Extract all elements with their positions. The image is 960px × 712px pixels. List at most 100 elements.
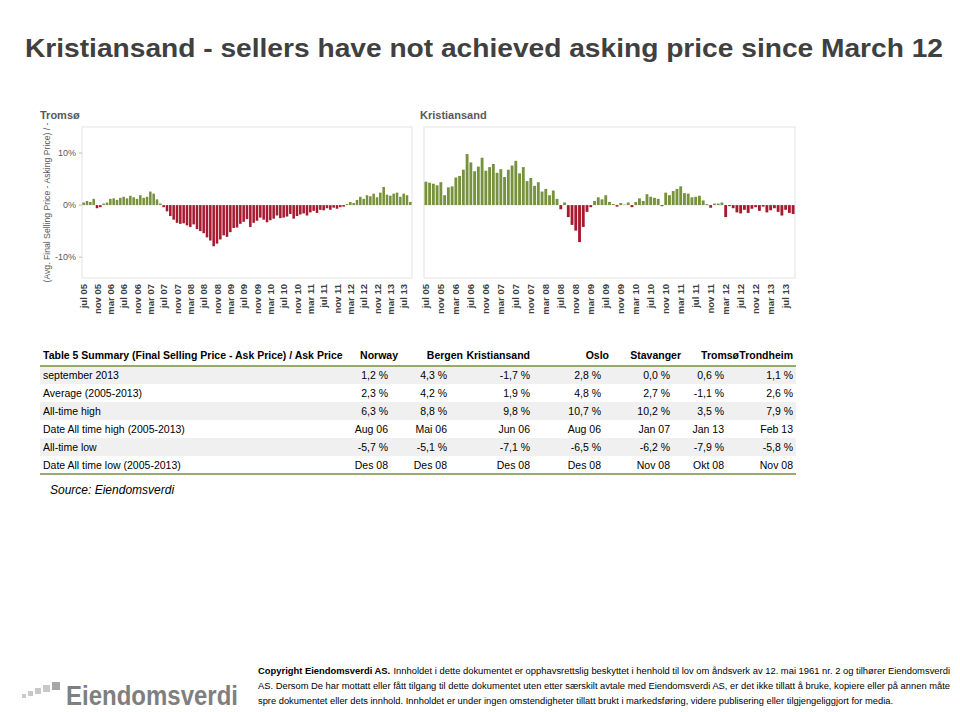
- x-tick-label: mar 10: [630, 284, 641, 315]
- logo: Eiendomsverdi: [66, 680, 238, 711]
- bar: [212, 205, 215, 246]
- bar: [269, 205, 272, 220]
- bar: [342, 205, 345, 207]
- bar: [82, 203, 85, 206]
- bar: [709, 205, 712, 208]
- x-tick-label: jul 10: [645, 284, 656, 309]
- bar: [399, 197, 402, 205]
- bar: [765, 205, 768, 212]
- bar: [743, 205, 746, 210]
- bar: [122, 197, 125, 205]
- bar: [96, 205, 99, 208]
- bar: [389, 196, 392, 205]
- bar: [769, 205, 772, 210]
- row-label: All-time low: [43, 441, 97, 453]
- bar: [92, 199, 95, 205]
- x-tick-label: jul 06: [465, 284, 476, 309]
- bar: [272, 205, 275, 219]
- bar: [299, 205, 302, 214]
- bar: [356, 200, 359, 205]
- x-tick-label: jul 09: [238, 284, 249, 309]
- bar: [249, 205, 252, 227]
- x-tick-label: nov 09: [252, 284, 263, 314]
- table-title: Table 5 Summary (Final Selling Price - A…: [43, 349, 343, 361]
- column-header: Stavanger: [630, 349, 681, 361]
- x-tick-label: nov 08: [212, 284, 223, 314]
- x-tick-label: jul 08: [198, 284, 209, 309]
- bar: [376, 197, 379, 205]
- bar: [346, 204, 349, 205]
- bar: [758, 205, 761, 211]
- bar: [544, 189, 547, 205]
- x-tick-label: mar 11: [675, 283, 686, 314]
- table-cell: 4,8 %: [574, 387, 601, 399]
- row-band: [40, 402, 796, 420]
- bar: [777, 205, 780, 212]
- table-cell: Nov 08: [760, 459, 793, 471]
- bar: [436, 185, 439, 205]
- bar: [189, 205, 192, 227]
- bar: [276, 205, 279, 215]
- bar: [447, 187, 450, 205]
- bar: [717, 204, 720, 206]
- table-cell: 1,1 %: [766, 369, 793, 381]
- bar: [721, 203, 724, 206]
- bar: [514, 161, 517, 205]
- y-tick-label: 10%: [58, 148, 76, 158]
- bar: [683, 193, 686, 205]
- bar: [119, 198, 122, 205]
- table-cell: 2,6 %: [766, 387, 793, 399]
- bar: [754, 205, 757, 207]
- bar: [266, 205, 269, 222]
- table-cell: 10,7 %: [568, 405, 601, 417]
- x-tick-label: jul 05: [420, 283, 431, 309]
- copyright-text: spre dokumentet eller dets innhold. Innh…: [258, 696, 893, 706]
- x-tick-label: nov 09: [615, 284, 626, 314]
- bar: [473, 171, 476, 205]
- bar: [179, 205, 182, 224]
- bar: [713, 204, 716, 206]
- bar: [382, 187, 385, 205]
- x-tick-label: nov 06: [132, 284, 143, 314]
- bar: [548, 195, 551, 205]
- table-rule: [40, 365, 796, 367]
- x-tick-label: nov 12: [750, 284, 761, 314]
- copyright-lead: Copyright Eiendomsverdi AS.: [258, 666, 390, 676]
- y-tick: [79, 257, 82, 258]
- bar: [567, 205, 570, 217]
- bar: [533, 186, 536, 205]
- footer: Eiendomsverdi Copyright Eiendomsverdi AS.…: [22, 666, 950, 711]
- x-tick-label: mar 13: [765, 284, 776, 315]
- bar: [396, 193, 399, 205]
- bar: [706, 204, 709, 205]
- bar: [601, 199, 604, 205]
- logo-mark: [35, 688, 41, 694]
- column-header: Oslo: [586, 349, 609, 361]
- bar: [646, 194, 649, 205]
- x-tick-label: mar 08: [540, 284, 551, 315]
- bar: [309, 205, 312, 212]
- table-cell: -6,2 %: [640, 441, 670, 453]
- bar: [664, 193, 667, 205]
- bar: [597, 197, 600, 205]
- bar: [149, 192, 152, 206]
- bar: [469, 162, 472, 205]
- bar: [392, 194, 395, 205]
- bar: [679, 186, 682, 205]
- bar: [202, 205, 205, 233]
- table-cell: Nov 08: [637, 459, 670, 471]
- bar: [192, 205, 195, 224]
- table-cell: 0,0 %: [643, 369, 670, 381]
- bar: [702, 200, 705, 205]
- bar: [732, 205, 735, 208]
- bar: [627, 203, 630, 206]
- x-tick-label: mar 06: [105, 284, 116, 315]
- bar: [352, 203, 355, 205]
- bar: [176, 205, 179, 223]
- x-tick-label: jul 13: [398, 284, 409, 309]
- row-label: september 2013: [43, 369, 119, 381]
- copyright-text: AS. Dersom De har mottatt eller fått til…: [258, 681, 950, 691]
- table-cell: -5,8 %: [763, 441, 793, 453]
- table-cell: 2,7 %: [643, 387, 670, 399]
- bar: [676, 189, 679, 205]
